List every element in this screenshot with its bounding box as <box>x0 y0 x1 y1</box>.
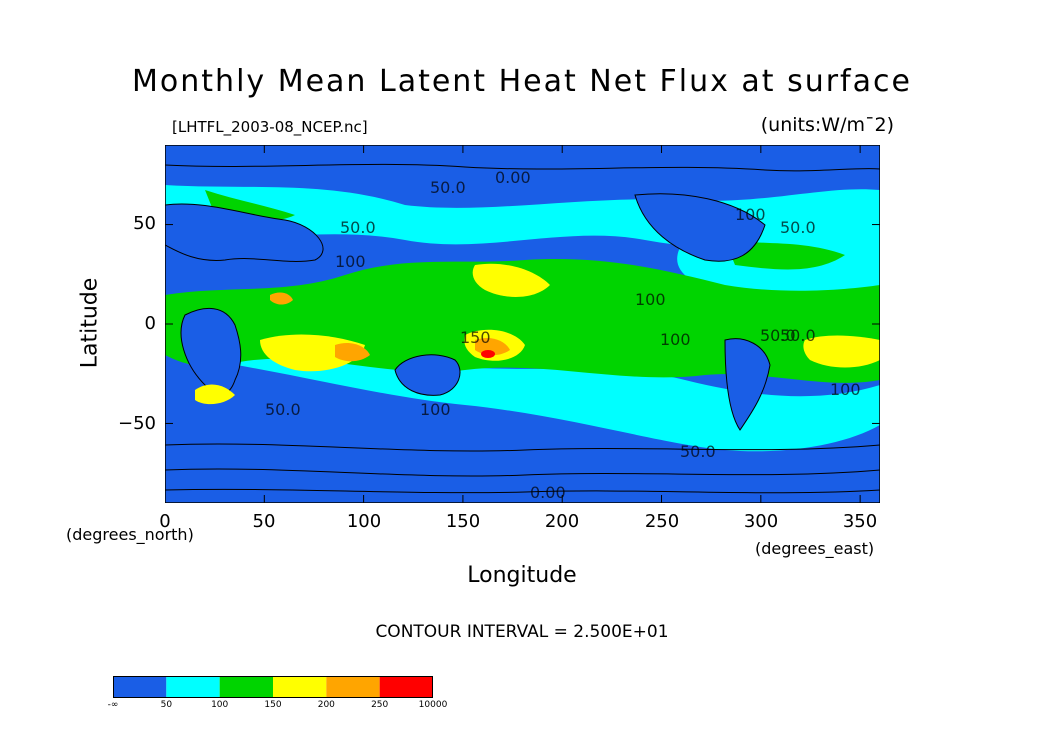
x-tick-label: 150 <box>445 511 481 532</box>
colorbar-segment <box>379 676 433 698</box>
colorbar <box>113 676 433 698</box>
contour-band-200-250 <box>335 343 370 362</box>
contour-band-250-plus <box>481 350 495 358</box>
contour-label: 50.0 <box>680 442 716 461</box>
x-tick-label: 50 <box>252 511 276 532</box>
units-label: (units:W/m¯2) <box>760 114 894 136</box>
colorbar-level-label: -∞ <box>107 700 119 710</box>
contour-band-150-200 <box>260 334 365 372</box>
x-tick-label: 350 <box>842 511 878 532</box>
x-tick-label: 100 <box>346 511 382 532</box>
chart-title: Monthly Mean Latent Heat Net Flux at sur… <box>132 64 912 99</box>
contour-label: 50.0 <box>265 400 301 419</box>
contour-label: 100 <box>635 290 666 309</box>
x-tick-label: 300 <box>743 511 779 532</box>
chart-subtitle: [LHTFL_2003-08_NCEP.nc] <box>172 118 368 136</box>
contour-label: 0.00 <box>530 483 566 502</box>
contour-band-150-200 <box>195 384 235 405</box>
x-tick-label: 0 <box>159 511 171 532</box>
contour-interval: CONTOUR INTERVAL = 2.500E+01 <box>375 622 669 642</box>
contour-label: 100 <box>735 205 766 224</box>
contour-band-150-200 <box>803 335 880 368</box>
colorbar-level-label: 200 <box>317 700 335 710</box>
colorbar-segment <box>219 676 273 698</box>
colorbar-level-label: 100 <box>211 700 229 710</box>
x-tick-label: 250 <box>644 511 680 532</box>
colorbar-level-label: 50 <box>160 700 173 710</box>
colorbar-segment <box>113 676 167 698</box>
landmass-australia <box>394 354 461 396</box>
landmass-north-america <box>634 193 766 262</box>
colorbar-level-label: 250 <box>371 700 389 710</box>
colorbar-segment <box>166 676 220 698</box>
colorbar-level-label: 10000 <box>418 700 448 710</box>
colorbar-border <box>113 676 433 698</box>
y-tick-label: 50 <box>133 213 156 234</box>
landmass-africa <box>180 307 242 395</box>
x-unit-label: (degrees_east) <box>755 539 875 558</box>
contour-line <box>165 163 880 172</box>
colorbar-segment <box>273 676 327 698</box>
contour-line <box>165 443 880 452</box>
contour-label: 100 <box>660 330 691 349</box>
contour-label: 0.00 <box>495 168 531 187</box>
y-tick-label: −50 <box>118 413 156 434</box>
contour-label: 50.0 <box>780 326 816 345</box>
contour-label: 50.0 <box>430 178 466 197</box>
colorbar-level-label: 150 <box>264 700 282 710</box>
heatmap-plot: 0.00 50.0 50.0 100 100 150 100 100 50.0 … <box>165 145 880 503</box>
contour-label: 100 <box>830 380 861 399</box>
x-axis-label: Longitude <box>467 563 577 588</box>
contour-label: 50.0 <box>760 326 796 345</box>
contour-band-100-150 <box>725 240 845 270</box>
contour-label: 100 <box>420 400 451 419</box>
contour-label: 50.0 <box>780 218 816 237</box>
contour-label: 100 <box>335 252 366 271</box>
y-tick-label: 0 <box>144 313 156 334</box>
colorbar-segment <box>326 676 380 698</box>
contour-label: 50.0 <box>340 218 376 237</box>
contour-line <box>165 468 880 477</box>
contour-band-150-200 <box>472 263 550 297</box>
contour-band-200-250 <box>270 292 293 305</box>
y-unit-label: (degrees_north) <box>66 525 194 544</box>
x-tick-label: 200 <box>544 511 580 532</box>
contour-line <box>165 488 880 494</box>
landmass-south-america <box>724 338 771 431</box>
y-axis-label: Latitude <box>77 277 103 369</box>
landmass-eurasia <box>165 203 324 262</box>
contour-label: 150 <box>460 328 491 347</box>
